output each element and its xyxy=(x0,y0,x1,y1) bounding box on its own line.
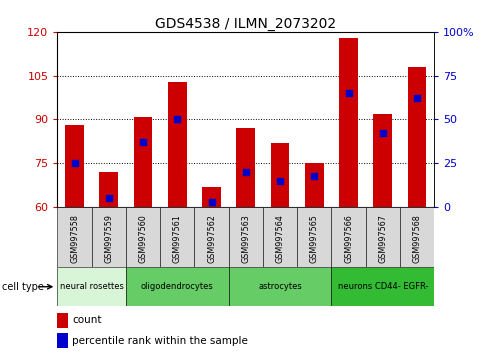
FancyBboxPatch shape xyxy=(160,207,195,267)
Point xyxy=(208,199,216,205)
Text: GSM997561: GSM997561 xyxy=(173,214,182,263)
Bar xyxy=(57,333,67,348)
Text: GSM997559: GSM997559 xyxy=(104,214,113,263)
FancyBboxPatch shape xyxy=(297,207,331,267)
Text: cell type: cell type xyxy=(2,282,44,292)
Text: astrocytes: astrocytes xyxy=(258,282,302,291)
Bar xyxy=(408,67,427,207)
FancyBboxPatch shape xyxy=(263,207,297,267)
Text: neurons CD44- EGFR-: neurons CD44- EGFR- xyxy=(337,282,428,291)
FancyBboxPatch shape xyxy=(400,207,434,267)
FancyBboxPatch shape xyxy=(195,207,229,267)
FancyBboxPatch shape xyxy=(331,207,366,267)
FancyBboxPatch shape xyxy=(57,207,92,267)
Text: GSM997566: GSM997566 xyxy=(344,214,353,263)
Text: GSM997567: GSM997567 xyxy=(378,214,387,263)
Text: GSM997560: GSM997560 xyxy=(139,214,148,263)
FancyBboxPatch shape xyxy=(126,207,160,267)
Text: GSM997568: GSM997568 xyxy=(413,214,422,263)
Bar xyxy=(305,163,324,207)
Text: GSM997562: GSM997562 xyxy=(207,214,216,263)
FancyBboxPatch shape xyxy=(229,267,331,306)
Bar xyxy=(202,187,221,207)
Point xyxy=(310,173,318,178)
Point xyxy=(70,160,78,166)
Bar xyxy=(57,313,67,328)
Text: neural rosettes: neural rosettes xyxy=(60,282,124,291)
Bar xyxy=(65,125,84,207)
Bar xyxy=(270,143,289,207)
FancyBboxPatch shape xyxy=(126,267,229,306)
Text: oligodendrocytes: oligodendrocytes xyxy=(141,282,214,291)
Bar xyxy=(237,128,255,207)
Text: percentile rank within the sample: percentile rank within the sample xyxy=(72,336,248,346)
FancyBboxPatch shape xyxy=(331,267,434,306)
Point xyxy=(173,117,181,122)
Text: GSM997558: GSM997558 xyxy=(70,214,79,263)
Point xyxy=(379,131,387,136)
Point xyxy=(344,90,352,96)
Point xyxy=(276,178,284,184)
Point xyxy=(413,96,421,101)
Text: GSM997565: GSM997565 xyxy=(310,214,319,263)
Point xyxy=(105,195,113,201)
Point xyxy=(242,169,250,175)
Text: GSM997563: GSM997563 xyxy=(241,214,250,263)
Text: count: count xyxy=(72,315,102,325)
Title: GDS4538 / ILMN_2073202: GDS4538 / ILMN_2073202 xyxy=(155,17,336,31)
FancyBboxPatch shape xyxy=(92,207,126,267)
FancyBboxPatch shape xyxy=(57,267,126,306)
Point xyxy=(139,139,147,145)
Bar xyxy=(373,114,392,207)
Bar xyxy=(339,38,358,207)
Bar xyxy=(134,116,152,207)
Bar xyxy=(99,172,118,207)
Text: GSM997564: GSM997564 xyxy=(275,214,284,263)
FancyBboxPatch shape xyxy=(366,207,400,267)
Bar xyxy=(168,81,187,207)
FancyBboxPatch shape xyxy=(229,207,263,267)
